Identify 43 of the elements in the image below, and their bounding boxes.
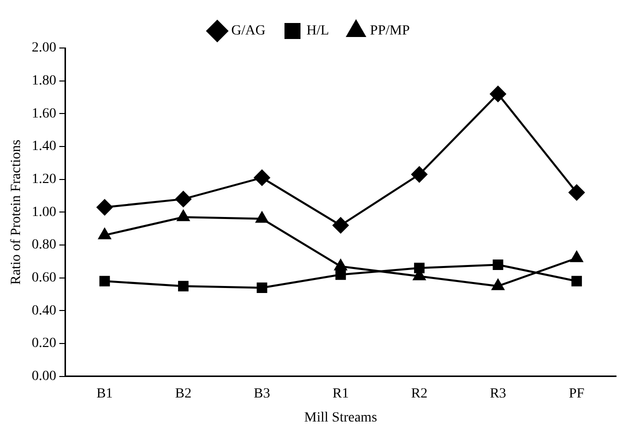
y-tick-label: 0.60: [32, 270, 56, 286]
point: [99, 276, 110, 286]
x-tick-label: R1: [332, 386, 349, 402]
x-tick-label: R3: [490, 386, 506, 402]
point: [570, 251, 583, 262]
legend-label: PP/MP: [370, 24, 410, 39]
point: [492, 260, 504, 270]
y-axis-title: Ratio of Protein Fractions: [9, 140, 24, 285]
point: [178, 280, 189, 292]
point: [571, 276, 582, 286]
y-tick-label: 1.60: [32, 106, 56, 122]
point: [335, 269, 346, 280]
point: [256, 212, 268, 223]
x-tick-label: B3: [254, 386, 270, 402]
x-tick-label: R2: [411, 386, 428, 402]
point: [568, 184, 585, 200]
point: [254, 170, 270, 186]
y-tick-label: 2.00: [32, 40, 56, 56]
point: [98, 228, 111, 240]
y-tick-label: 0.80: [32, 238, 56, 253]
y-tick-label: 1.40: [32, 139, 56, 154]
y-tick-label: 0.40: [32, 303, 56, 318]
y-tick-label: 0.00: [32, 369, 56, 384]
point: [490, 86, 506, 102]
y-tick-label: 1.00: [32, 204, 56, 220]
point: [256, 282, 268, 293]
y-tick-label: 1.20: [32, 172, 56, 188]
point: [334, 259, 347, 270]
y-tick-label: 0.20: [32, 336, 56, 352]
point: [492, 279, 504, 290]
point: [414, 262, 425, 274]
x-tick-label: B1: [96, 386, 113, 402]
x-axis-title: Mill Streams: [304, 410, 378, 426]
y-tick-label: 1.80: [32, 74, 56, 89]
point: [411, 166, 428, 182]
legend-label: H/L: [306, 24, 330, 39]
x-tick-label: PF: [568, 386, 585, 402]
legend-label: G/AG: [231, 24, 266, 39]
point: [177, 210, 190, 222]
point: [96, 199, 113, 216]
x-tick-label: B2: [175, 386, 192, 402]
point: [175, 191, 192, 208]
point: [332, 217, 349, 234]
